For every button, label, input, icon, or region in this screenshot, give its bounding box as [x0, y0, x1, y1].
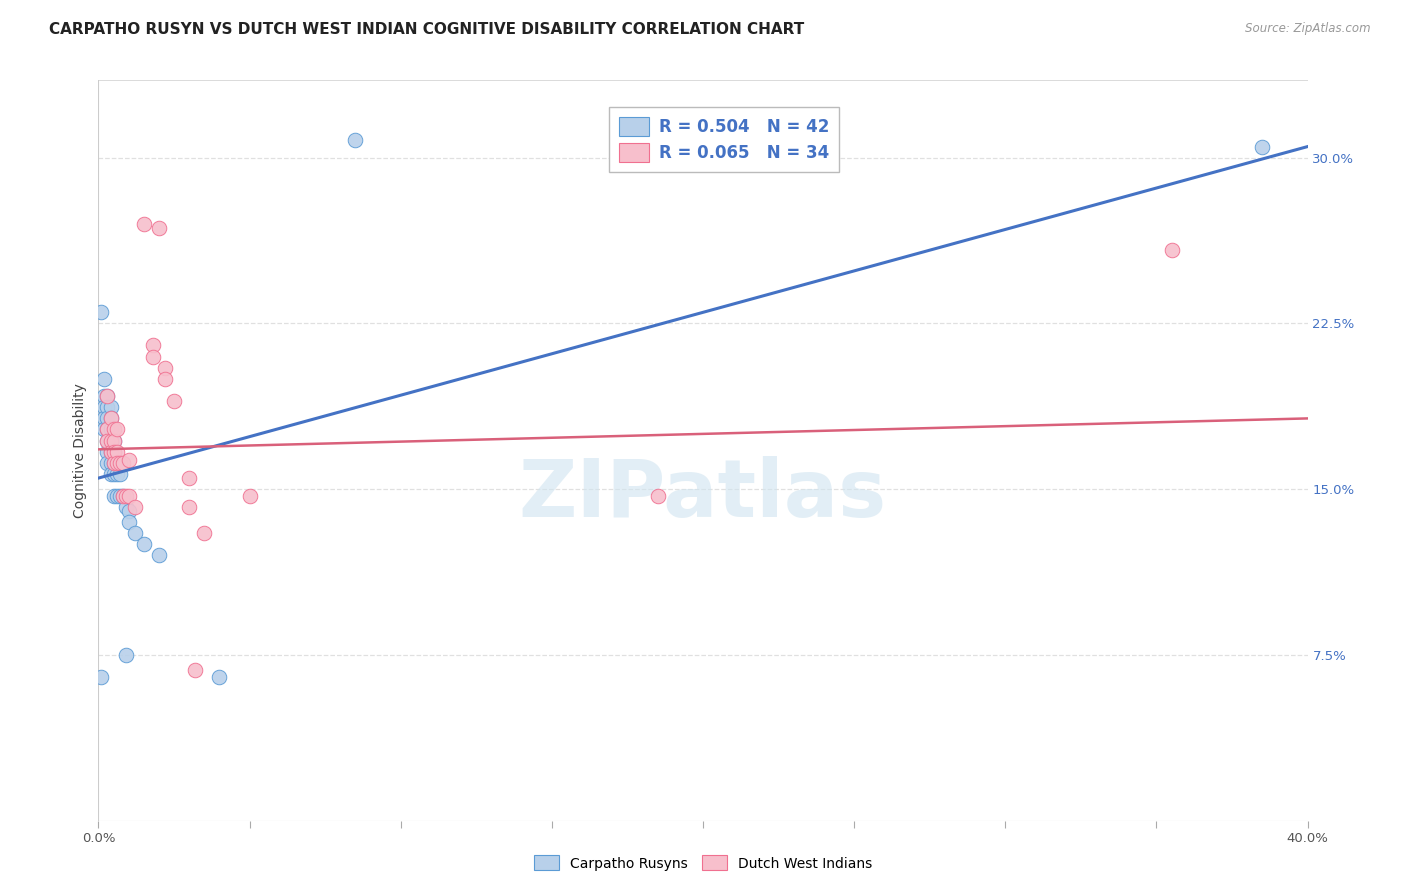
- Point: [179, 471, 201, 485]
- Point: [1160, 244, 1182, 258]
- Point: [103, 444, 125, 458]
- Point: [114, 648, 136, 662]
- Point: [148, 221, 170, 235]
- Point: [96, 434, 118, 448]
- Point: [103, 434, 125, 448]
- Point: [105, 456, 128, 470]
- Legend: Carpatho Rusyns, Dutch West Indians: Carpatho Rusyns, Dutch West Indians: [529, 850, 877, 876]
- Point: [132, 217, 155, 231]
- Point: [153, 371, 176, 385]
- Point: [103, 444, 125, 458]
- Point: [103, 489, 125, 503]
- Point: [105, 422, 128, 436]
- Point: [344, 133, 367, 147]
- Point: [148, 549, 170, 563]
- Point: [93, 371, 115, 385]
- Text: ZIPatlas: ZIPatlas: [519, 456, 887, 534]
- Point: [124, 526, 146, 541]
- Point: [100, 401, 122, 415]
- Point: [105, 444, 128, 458]
- Point: [100, 422, 122, 436]
- Point: [163, 393, 186, 408]
- Point: [124, 500, 146, 514]
- Point: [100, 434, 122, 448]
- Point: [111, 489, 134, 503]
- Point: [647, 489, 669, 503]
- Text: CARPATHO RUSYN VS DUTCH WEST INDIAN COGNITIVE DISABILITY CORRELATION CHART: CARPATHO RUSYN VS DUTCH WEST INDIAN COGN…: [49, 22, 804, 37]
- Point: [184, 664, 207, 678]
- Point: [103, 456, 125, 470]
- Point: [96, 422, 118, 436]
- Point: [90, 305, 112, 319]
- Point: [93, 401, 115, 415]
- Point: [1251, 139, 1274, 153]
- Point: [103, 422, 125, 436]
- Point: [118, 504, 141, 518]
- Point: [96, 444, 118, 458]
- Point: [93, 389, 115, 403]
- Point: [118, 453, 141, 467]
- Point: [100, 444, 122, 458]
- Point: [105, 456, 128, 470]
- Point: [103, 467, 125, 481]
- Point: [108, 456, 131, 470]
- Point: [103, 434, 125, 448]
- Point: [105, 467, 128, 481]
- Point: [114, 500, 136, 514]
- Point: [96, 456, 118, 470]
- Point: [111, 456, 134, 470]
- Point: [193, 526, 215, 541]
- Point: [239, 489, 262, 503]
- Point: [96, 422, 118, 436]
- Point: [96, 401, 118, 415]
- Point: [100, 456, 122, 470]
- Point: [93, 411, 115, 425]
- Point: [153, 360, 176, 375]
- Point: [108, 467, 131, 481]
- Y-axis label: Cognitive Disability: Cognitive Disability: [73, 383, 87, 518]
- Point: [100, 411, 122, 425]
- Point: [96, 389, 118, 403]
- Point: [118, 489, 141, 503]
- Point: [96, 411, 118, 425]
- Point: [142, 338, 165, 352]
- Point: [100, 467, 122, 481]
- Point: [90, 670, 112, 684]
- Legend: R = 0.504   N = 42, R = 0.065   N = 34: R = 0.504 N = 42, R = 0.065 N = 34: [609, 107, 839, 172]
- Point: [179, 500, 201, 514]
- Point: [96, 389, 118, 403]
- Point: [114, 489, 136, 503]
- Point: [132, 537, 155, 551]
- Point: [105, 489, 128, 503]
- Point: [100, 411, 122, 425]
- Point: [108, 489, 131, 503]
- Point: [96, 434, 118, 448]
- Point: [118, 516, 141, 530]
- Point: [111, 489, 134, 503]
- Point: [93, 422, 115, 436]
- Point: [100, 444, 122, 458]
- Point: [142, 350, 165, 364]
- Text: Source: ZipAtlas.com: Source: ZipAtlas.com: [1246, 22, 1371, 36]
- Point: [103, 456, 125, 470]
- Point: [100, 434, 122, 448]
- Point: [208, 670, 231, 684]
